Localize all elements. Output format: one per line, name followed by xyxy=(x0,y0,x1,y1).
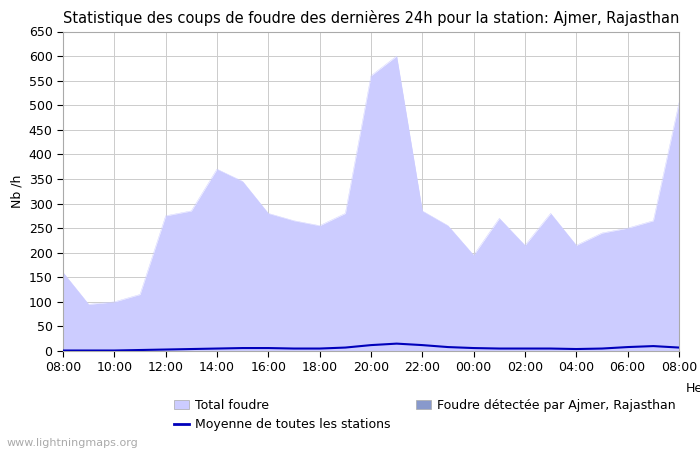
Y-axis label: Nb /h: Nb /h xyxy=(10,175,23,208)
Text: www.lightningmaps.org: www.lightningmaps.org xyxy=(7,438,139,448)
Text: Heure: Heure xyxy=(686,382,700,395)
Legend: Total foudre, Moyenne de toutes les stations, Foudre détectée par Ajmer, Rajasth: Total foudre, Moyenne de toutes les stat… xyxy=(174,399,676,431)
Title: Statistique des coups de foudre des dernières 24h pour la station: Ajmer, Rajast: Statistique des coups de foudre des dern… xyxy=(63,10,679,26)
